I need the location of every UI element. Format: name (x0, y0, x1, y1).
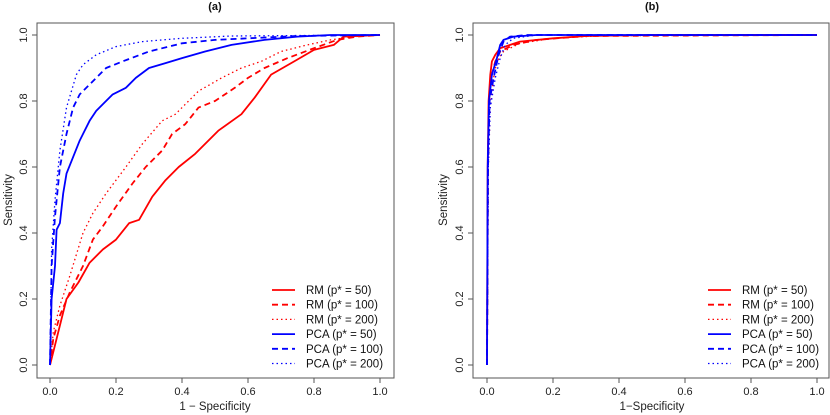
legend: RM (p* = 50) RM (p* = 100) RM (p* = 200) PC… (272, 285, 383, 371)
x-tick-label: 0.8 (306, 386, 321, 398)
y-tick-label: 0.6 (18, 159, 30, 174)
legend-label: PCA (p* = 100) (742, 344, 819, 356)
x-tick-label: 0.8 (743, 386, 758, 398)
chart-title: (b) (645, 1, 659, 13)
y-tick-label: 0.4 (18, 225, 30, 240)
legend-label: PCA (p* = 50) (306, 329, 377, 341)
x-tick-label: 0.4 (174, 386, 189, 398)
y-tick-label: 0.2 (18, 291, 30, 306)
y-tick-label: 0.6 (454, 159, 466, 174)
legend-label: PCA (p* = 200) (306, 359, 383, 371)
legend-label: RM (p* = 100) (306, 300, 378, 312)
x-tick-label: 0.6 (240, 386, 255, 398)
legend-label: PCA (p* = 50) (742, 329, 813, 341)
series-line-rm-p-200 (486, 34, 818, 366)
x-axis-label: 1 − Specificity (179, 401, 251, 413)
y-axis-label: Sensitivity (438, 174, 450, 226)
chart-title: (a) (208, 1, 222, 13)
x-tick-label: 0.0 (42, 386, 57, 398)
y-axis-label: Sensitivity (3, 174, 15, 226)
series-line-pca-p-100 (49, 34, 381, 366)
series-line-pca-p-100 (486, 34, 817, 366)
y-tick-label: 0.8 (454, 93, 466, 108)
legend-label: RM (p* = 100) (742, 300, 814, 312)
series-line-rm-p-100 (49, 34, 381, 366)
y-tick-label: 0.4 (454, 225, 466, 240)
legend-label: PCA (p* = 200) (742, 359, 819, 371)
series-line-rm-p-50 (49, 34, 381, 366)
x-tick-label: 0.2 (108, 386, 123, 398)
y-tick-label: 0.2 (454, 291, 466, 306)
x-tick-label: 0.2 (545, 386, 560, 398)
x-tick-label: 0.4 (611, 386, 626, 398)
legend-label: RM (p* = 200) (306, 314, 378, 326)
x-axis-label: 1−Specificity (620, 401, 685, 413)
x-tick-label: 0.0 (479, 386, 494, 398)
legend-label: RM (p* = 50) (306, 285, 372, 297)
x-tick-label: 1.0 (809, 386, 824, 398)
legend-label: RM (p* = 50) (742, 285, 808, 297)
x-tick-label: 0.6 (677, 386, 692, 398)
y-tick-label: 0.0 (454, 357, 466, 372)
x-tick-label: 1.0 (372, 386, 387, 398)
legend-label: RM (p* = 200) (742, 314, 814, 326)
y-tick-label: 0.0 (18, 357, 30, 372)
panel-a: (a) 0.0 0.2 0.4 0.6 0.8 1.0 0.0 0.2 0.4 0.6 0.8 1.0 1… (3, 1, 395, 413)
legend: RM (p* = 50) RM (p* = 100) RM (p* = 200) PC… (708, 285, 819, 371)
panel-b: (b) 0.0 0.2 0.4 0.6 0.8 1.0 0.0 0.2 0.4 0.6 0.8 1.0 1… (438, 1, 830, 413)
series-line-pca-p-50 (49, 34, 380, 366)
y-tick-label: 1.0 (18, 27, 30, 42)
legend-label: PCA (p* = 100) (306, 344, 383, 356)
y-tick-label: 1.0 (454, 27, 466, 42)
y-tick-label: 0.8 (18, 93, 30, 108)
